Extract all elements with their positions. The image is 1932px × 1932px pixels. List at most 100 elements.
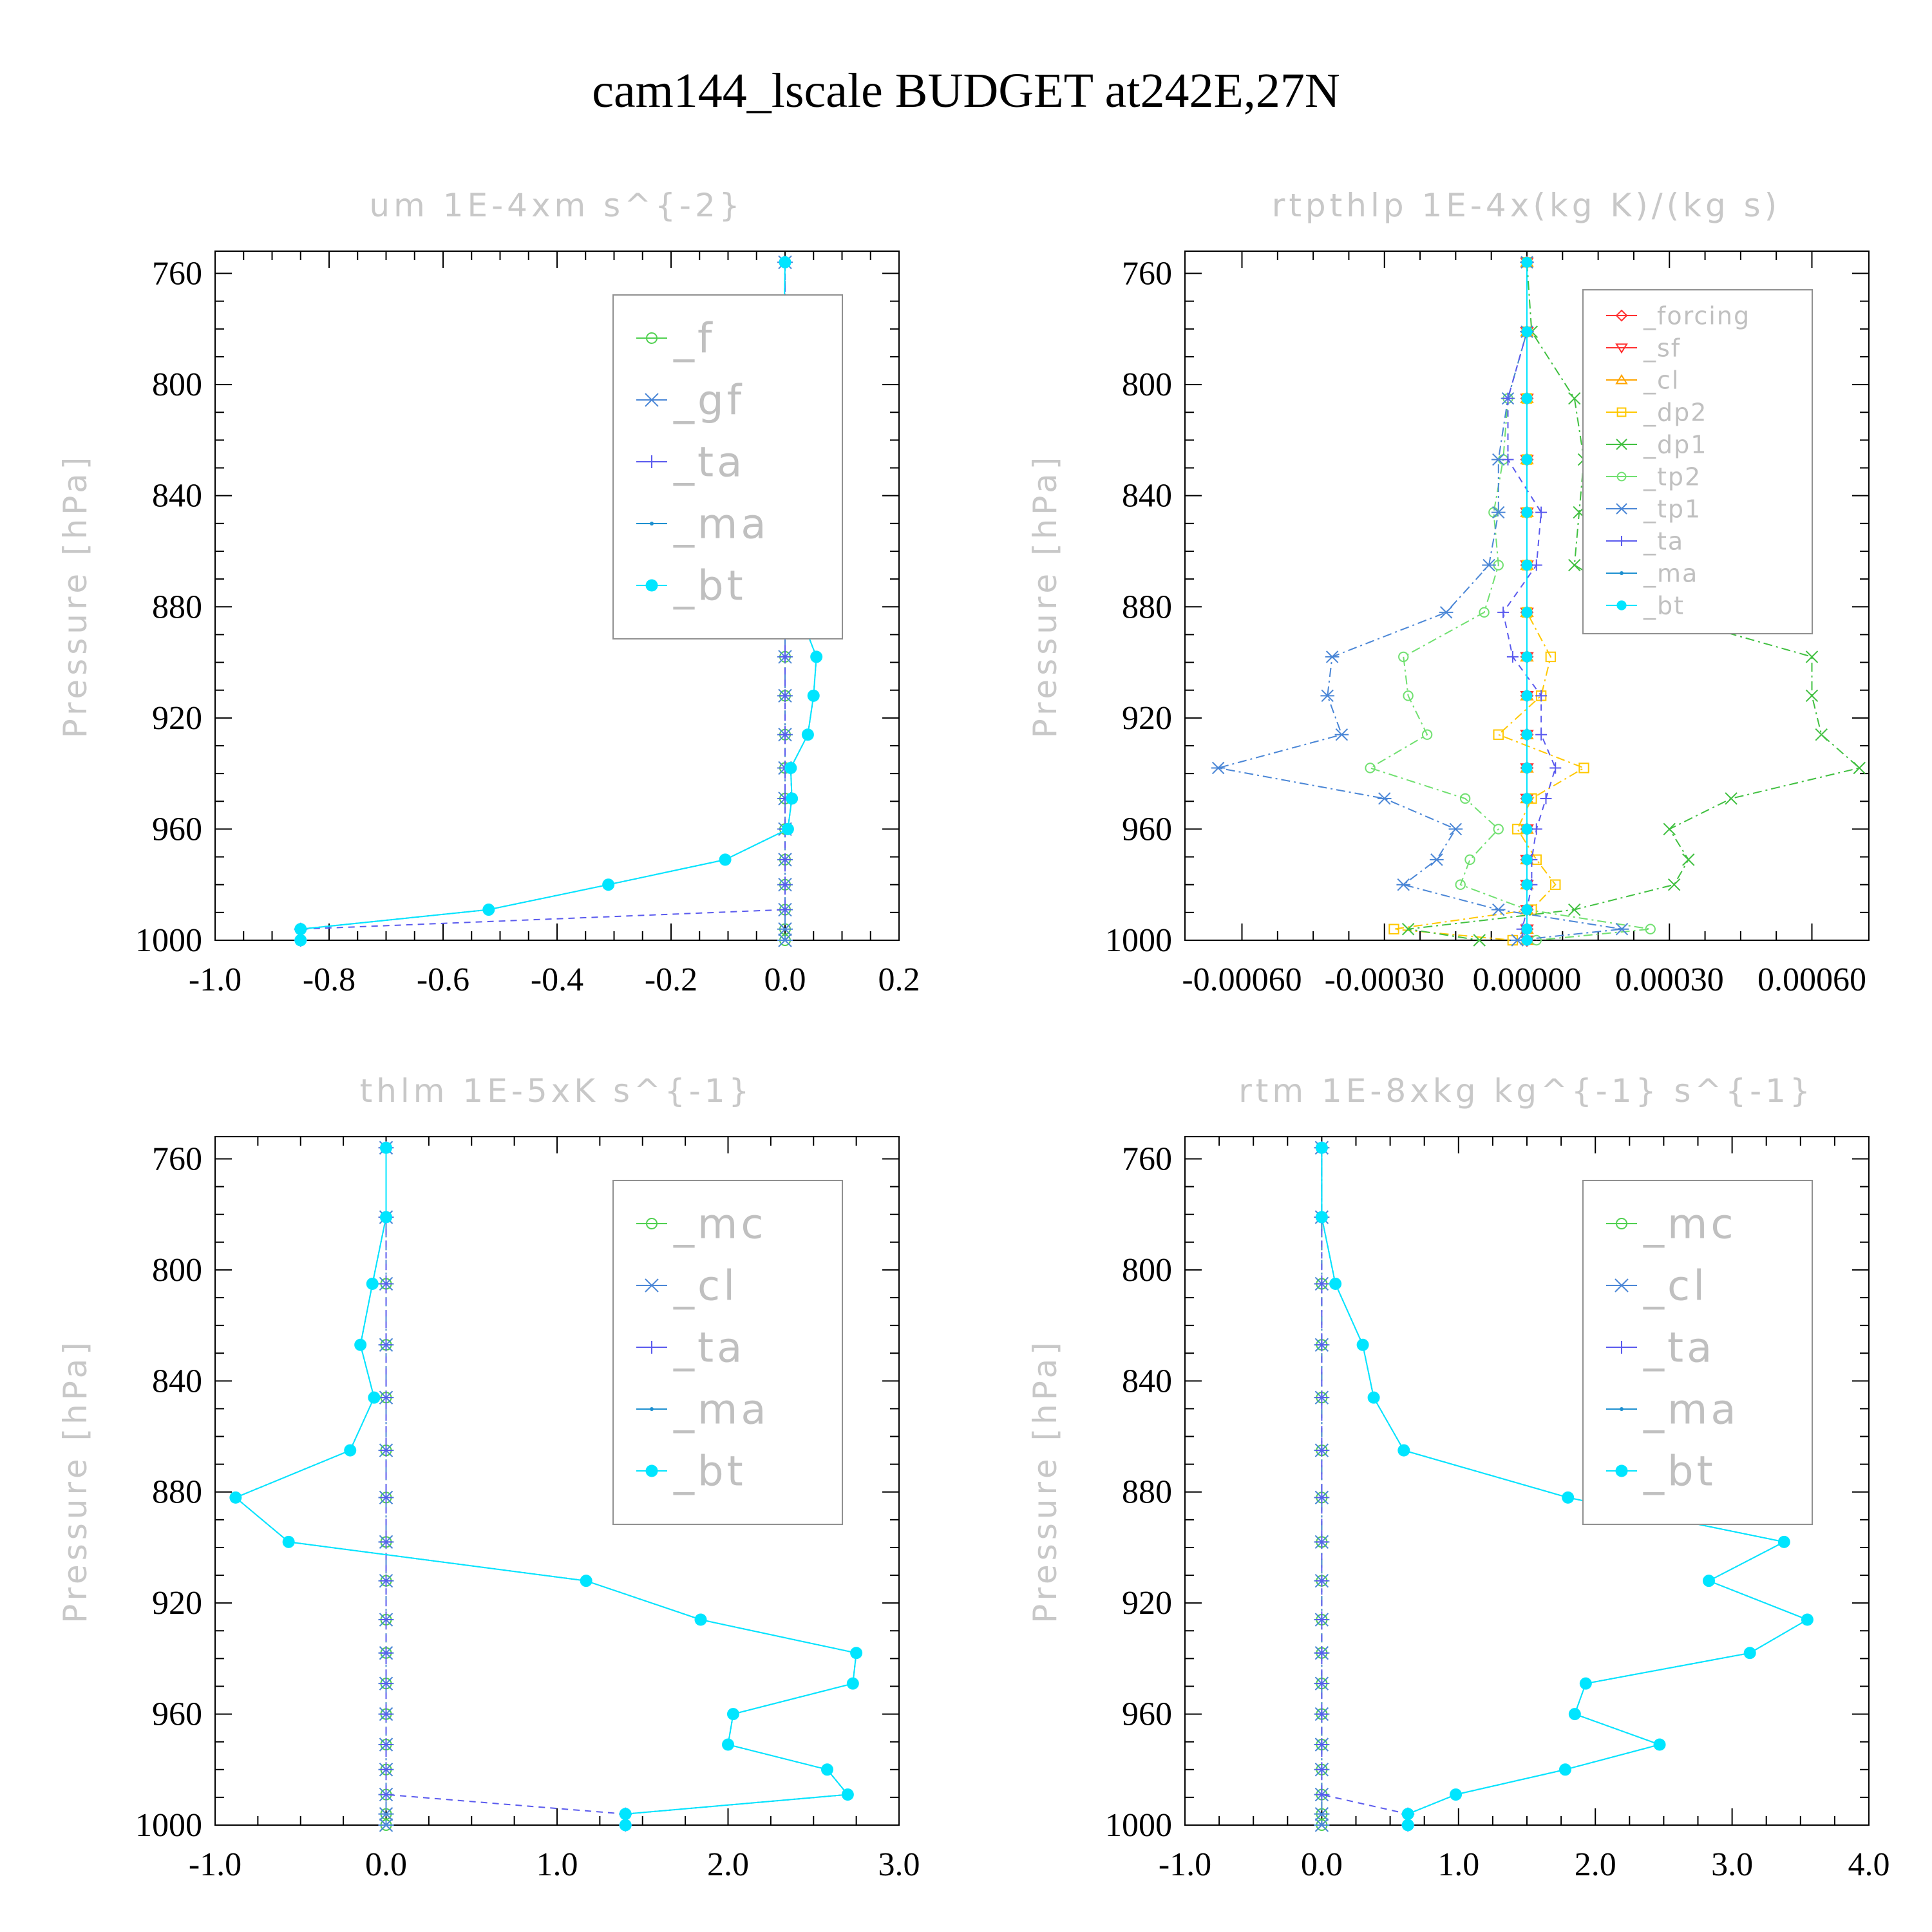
y-axis-label: Pressure [hPa] (57, 1338, 94, 1624)
x-tick-label: 0.0 (1301, 1846, 1343, 1883)
y-tick-label: 760 (152, 1141, 202, 1177)
y-tick-label: 800 (152, 1252, 202, 1289)
legend-label: _sf (1643, 334, 1681, 362)
panel-title-thlm: thlm 1E-5xK s^{-1} (359, 1072, 753, 1110)
series-markers-ta (1497, 256, 1562, 946)
y-tick-label: 920 (1122, 700, 1172, 737)
x-tick-label: 0.00000 (1473, 961, 1582, 998)
y-tick-label: 840 (152, 478, 202, 515)
y-tick-label: 800 (1122, 1252, 1172, 1289)
y-tick-label: 1000 (135, 922, 202, 959)
series-markers-bt (1521, 256, 1533, 946)
y-tick-label: 960 (1122, 1696, 1172, 1733)
x-tick-label: -0.8 (303, 961, 355, 998)
series-line-ta (385, 1148, 627, 1825)
legend: _f _gf _ta _ma _bt (612, 294, 843, 639)
legend-label: _cl (1643, 366, 1680, 394)
x-tick-label: 1.0 (1437, 1846, 1479, 1883)
legend-label: _ta (673, 1324, 745, 1372)
y-tick-label: 760 (1122, 256, 1172, 292)
legend-label: _dp2 (1643, 398, 1707, 426)
legend-label: _gf (673, 377, 744, 424)
legend-label: _bt (673, 1448, 746, 1495)
legend-label: _ma (1643, 559, 1698, 587)
y-tick-label: 840 (152, 1363, 202, 1399)
y-tick-label: 960 (1122, 811, 1172, 848)
series-markers-ta (379, 1141, 632, 1832)
legend-label: _cl (1643, 1262, 1708, 1310)
chart-panel-0: 760 800 840 880 920 960 1000-1.0 -0.8 -0.6 -0.4 -0… (57, 251, 920, 998)
y-tick-label: 1000 (1105, 1807, 1172, 1844)
x-tick-label: -1.0 (189, 961, 242, 998)
legend-label: _f (673, 315, 715, 363)
y-tick-label: 880 (152, 1474, 202, 1511)
x-tick-label: 0.00030 (1615, 961, 1724, 998)
series-markers-bt (1315, 1141, 1814, 1832)
legend-label: _bt (1643, 591, 1685, 620)
y-axis-label: Pressure [hPa] (1027, 1338, 1064, 1624)
legend-label: _ta (1643, 1324, 1715, 1372)
x-tick-label: -1.0 (1159, 1846, 1211, 1883)
x-tick-label: 0.0 (365, 1846, 407, 1883)
legend-label: _dp1 (1643, 430, 1707, 459)
x-tick-label: -0.6 (417, 961, 469, 998)
legend-label: _mc (673, 1200, 767, 1248)
legend-label: _bt (1643, 1448, 1716, 1495)
legend-label: _ma (673, 500, 770, 548)
x-tick-label: 2.0 (1575, 1846, 1616, 1883)
x-tick-label: 1.0 (536, 1846, 578, 1883)
legend-label: _ma (1643, 1386, 1739, 1434)
y-tick-label: 1000 (1105, 922, 1172, 959)
series-line-bt (1321, 1148, 1809, 1825)
y-tick-label: 840 (1122, 478, 1172, 515)
y-tick-label: 880 (152, 589, 202, 625)
x-tick-label: 2.0 (707, 1846, 749, 1883)
legend: _mc _cl _ta _ma _bt (612, 1180, 843, 1525)
series-line-ta (1502, 262, 1557, 941)
y-tick-label: 920 (152, 1585, 202, 1622)
legend-label: _ta (673, 439, 745, 486)
y-tick-label: 960 (152, 1696, 202, 1733)
x-tick-label: -0.00060 (1182, 961, 1302, 998)
main-title: cam144_lscale BUDGET at242E,27N (592, 64, 1340, 118)
x-tick-label: 4.0 (1848, 1846, 1890, 1883)
chart-panel-2: 760 800 840 880 920 960 1000-1.0 0.0 1.0 2.0 3.0 Pr… (57, 1136, 920, 1883)
y-tick-label: 760 (152, 256, 202, 292)
legend-label: _bt (673, 562, 746, 610)
x-tick-label: -0.4 (531, 961, 583, 998)
x-tick-label: 3.0 (878, 1846, 920, 1883)
y-tick-label: 880 (1122, 589, 1172, 625)
x-tick-label: 0.2 (878, 961, 920, 998)
x-tick-label: 3.0 (1711, 1846, 1753, 1883)
legend-label: _forcing (1643, 301, 1750, 330)
y-tick-label: 920 (152, 700, 202, 737)
series-markers-dp2 (1388, 257, 1589, 946)
chart-panel-3: 760 800 840 880 920 960 1000-1.0 0.0 1.0 2.0 3.0 4.… (1027, 1136, 1890, 1883)
panel-title-rtm: rtm 1E-8xkg kg^{-1} s^{-1} (1238, 1072, 1814, 1110)
series-line-tp2 (1368, 262, 1651, 941)
x-tick-label: 0.0 (764, 961, 806, 998)
y-tick-label: 960 (152, 811, 202, 848)
y-tick-label: 760 (1122, 1141, 1172, 1177)
panel-title-rtpthlp: rtpthlp 1E-4x(kg K)/(kg s) (1271, 187, 1781, 224)
chart-panel-1: 760 800 840 880 920 960 1000 -0.00060 -0.00030 0.… (1027, 251, 1870, 998)
x-tick-label: -1.0 (189, 1846, 242, 1883)
x-tick-label: -0.00030 (1325, 961, 1444, 998)
y-axis-label: Pressure [hPa] (57, 453, 94, 739)
x-tick-label: 0.00060 (1757, 961, 1866, 998)
series-line-ta (1321, 1148, 1409, 1825)
y-tick-label: 800 (1122, 366, 1172, 403)
y-tick-label: 880 (1122, 1474, 1172, 1511)
legend-label: _mc (1643, 1200, 1737, 1248)
series-markers-ta (1315, 1141, 1415, 1832)
y-tick-label: 800 (152, 366, 202, 403)
y-tick-label: 920 (1122, 1585, 1172, 1622)
legend: _forcing _sf _cl _dp2 _dp1 _tp2 _tp1 _ta _ma _bt (1582, 289, 1813, 634)
legend-label: _tp1 (1643, 495, 1701, 523)
legend-label: _cl (673, 1262, 738, 1310)
panel-title-um: um 1E-4xm s^{-2} (369, 187, 744, 224)
x-tick-label: -0.2 (645, 961, 697, 998)
legend-label: _tp2 (1643, 462, 1701, 491)
y-tick-label: 1000 (135, 1807, 202, 1844)
